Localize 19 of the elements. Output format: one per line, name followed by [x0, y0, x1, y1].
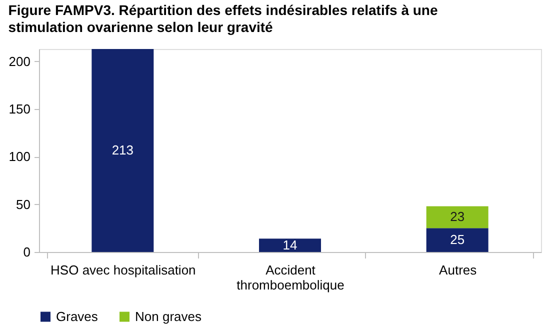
y-tick-label: 100: [8, 149, 30, 164]
data-label: 14: [282, 237, 298, 252]
y-tick-label: 150: [8, 102, 30, 117]
data-label: 25: [450, 232, 465, 248]
bar: [259, 238, 321, 252]
bar: [426, 228, 488, 252]
bar: [92, 49, 154, 252]
data-label: 23: [450, 209, 465, 224]
bar: [426, 206, 488, 228]
y-tick-label: 200: [8, 54, 30, 69]
x-tick-label: HSO avec hospitalisation: [50, 262, 196, 278]
x-tick-label: Accident thromboembolique: [236, 262, 344, 292]
x-tick-label: Autres: [439, 262, 478, 278]
chart-title: Figure FAMPV3. Répartition des effets indésirables relatifs à une stimulation ovarienne selon leur gravité: [8, 2, 438, 35]
legend-label: Non graves: [135, 308, 202, 324]
data-label: 213: [112, 142, 134, 158]
y-tick-label: 50: [16, 196, 30, 212]
y-tick-label: 0: [23, 244, 30, 260]
legend-label: Graves: [56, 308, 98, 324]
